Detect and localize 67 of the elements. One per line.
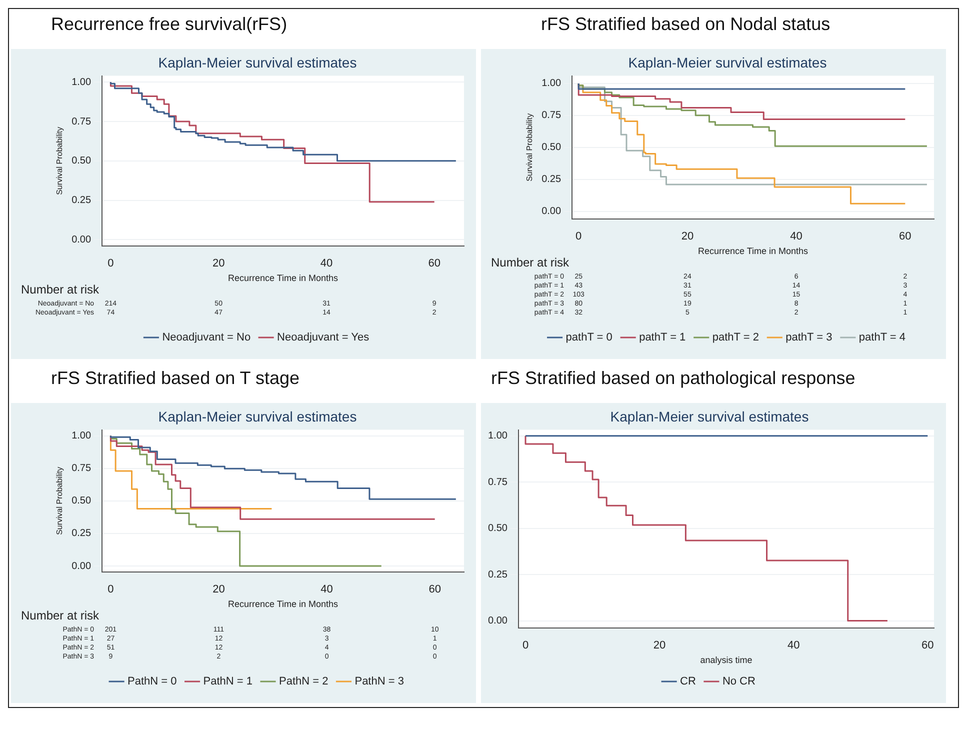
x-tick-label: 20 (212, 584, 225, 596)
chart-title: rFS Stratified based on pathological response (490, 367, 856, 390)
legend-label: pathT = 3 (786, 332, 832, 344)
legend-label: CR (680, 676, 696, 688)
x-tick-label: 0 (108, 584, 114, 596)
legend-label: pathT = 0 (566, 332, 612, 344)
y-tick-label: 1.00 (488, 430, 508, 442)
chart-subtitle: Kaplan-Meier survival estimates (610, 408, 809, 424)
x-tick-label: 40 (320, 584, 333, 596)
y-tick-label: 0.50 (72, 496, 92, 507)
legend-label: PathN = 0 (128, 676, 177, 688)
y-tick-label: 0.75 (488, 476, 508, 488)
legend-label: PathN = 3 (354, 676, 404, 688)
x-tick-label: 40 (790, 230, 802, 243)
y-tick-label: 0.50 (488, 523, 508, 534)
x-tick-label: 60 (428, 258, 440, 270)
y-tick-label: 0.50 (72, 156, 92, 167)
y-tick-label: 0.25 (72, 528, 92, 540)
x-axis-title: Recurrence Time in Months (698, 246, 809, 256)
x-tick-label: 60 (899, 230, 912, 243)
x-axis-title: analysis time (700, 655, 752, 666)
y-tick-label: 0.50 (542, 142, 562, 154)
x-tick-label: 0 (522, 640, 529, 652)
y-axis-title: Survival Probability (525, 113, 534, 182)
y-tick-label: 1.00 (542, 78, 562, 90)
chart-subtitle: Kaplan-Meier survival estimates (158, 54, 357, 70)
y-tick-label: 0.25 (542, 174, 562, 186)
legend-label: Neoadjuvant = No (162, 332, 251, 344)
y-tick-label: 0.00 (72, 234, 92, 246)
x-axis-title: Recurrence Time in Months (228, 599, 339, 610)
chart-subtitle: Kaplan-Meier survival estimates (628, 54, 827, 70)
y-axis-title: Survival Probability (55, 126, 64, 195)
text: Number at risk (21, 282, 100, 296)
chart-title: rFS Stratified based on Nodal status (540, 13, 832, 36)
x-tick-label: 40 (320, 258, 333, 270)
y-tick-label: 0.75 (542, 110, 562, 122)
legend-label: No CR (722, 676, 756, 688)
x-tick-label: 0 (108, 258, 114, 270)
y-axis-title: Survival Probability (55, 466, 64, 535)
legend-label: PathN = 1 (203, 676, 253, 688)
x-tick-label: 20 (681, 230, 694, 243)
y-tick-label: 0.75 (72, 463, 92, 474)
x-tick-label: 60 (922, 640, 934, 652)
x-tick-label: 0 (576, 230, 582, 243)
chart-title: rFS Stratified based on T stage (50, 367, 300, 390)
y-tick-label: 1.00 (72, 430, 92, 442)
x-tick-label: 40 (787, 640, 800, 652)
legend-label: pathT = 4 (858, 332, 906, 344)
legend-label: pathT = 2 (712, 332, 759, 344)
x-tick-label: 60 (428, 584, 441, 596)
y-tick-label: 0.00 (542, 206, 562, 218)
x-axis-title: Recurrence Time in Months (228, 273, 339, 284)
y-tick-label: 0.00 (72, 560, 92, 572)
chart-subtitle: Kaplan-Meier survival estimates (158, 408, 357, 424)
text: Number at risk (21, 608, 100, 622)
y-tick-label: 0.25 (72, 195, 92, 206)
text: Number at risk (491, 255, 570, 270)
x-tick-label: 20 (653, 640, 666, 652)
y-tick-label: 0.25 (488, 569, 508, 580)
y-tick-label: 1.00 (72, 76, 92, 88)
x-tick-label: 20 (212, 258, 225, 270)
chart-title: Recurrence free survival(rFS) (50, 13, 288, 36)
y-tick-label: 0.75 (72, 116, 92, 128)
legend-label: pathT = 1 (639, 332, 686, 344)
legend-label: PathN = 2 (279, 676, 328, 688)
y-tick-label: 0.00 (488, 616, 508, 627)
legend-label: Neoadjuvant = Yes (277, 332, 370, 344)
